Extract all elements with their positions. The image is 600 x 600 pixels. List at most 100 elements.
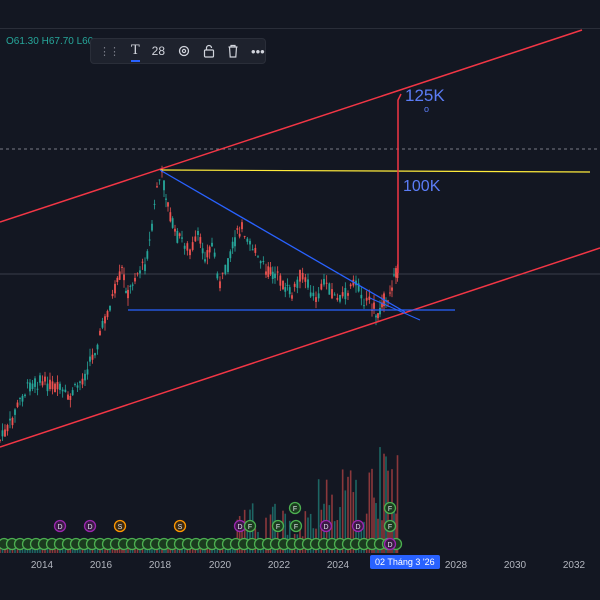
- volume-bar: [213, 548, 216, 553]
- candle-body: [211, 242, 213, 247]
- volume-bar: [284, 513, 287, 553]
- volume-bar: [54, 548, 56, 553]
- volume-bar: [59, 548, 61, 553]
- candle-body: [96, 344, 99, 350]
- candle-body: [304, 277, 307, 282]
- target-label-100k[interactable]: 100K: [403, 178, 441, 195]
- volume-bar: [229, 548, 232, 553]
- candle-body: [26, 382, 29, 384]
- candle-body: [206, 250, 209, 258]
- volume-bar: [158, 548, 161, 553]
- candle-body: [357, 283, 360, 292]
- candle-body: [59, 383, 61, 390]
- volume-bar: [144, 548, 146, 553]
- time-axis[interactable]: 2014 2016 2018 2020 2022 2024 2028 2030 …: [0, 553, 600, 600]
- lock-icon[interactable]: [203, 41, 215, 61]
- x-tick: 2022: [267, 560, 291, 571]
- candle-body: [116, 277, 119, 283]
- candle-body: [56, 382, 59, 390]
- candle-body: [123, 274, 125, 281]
- x-tick: 2030: [503, 560, 527, 571]
- candle-body: [174, 228, 176, 232]
- candle-body: [69, 395, 72, 401]
- high-value: H67.70: [41, 36, 74, 47]
- candle-body: [389, 292, 391, 294]
- candle-body: [391, 287, 393, 291]
- x-tick: 2016: [89, 560, 113, 571]
- candle-body: [189, 249, 191, 256]
- candle-body: [243, 235, 246, 237]
- svg-text:S: S: [178, 524, 183, 531]
- volume-bar: [199, 548, 202, 553]
- volume-bars: [0, 447, 399, 553]
- candle-body: [94, 353, 96, 356]
- event-marker: S: [173, 519, 187, 533]
- candle-body: [183, 245, 186, 249]
- event-marker: S: [113, 519, 127, 533]
- event-marker: F: [271, 519, 285, 533]
- volume-bar: [355, 479, 357, 553]
- volume-bar: [176, 547, 179, 553]
- volume-bar: [377, 518, 379, 553]
- candle-body: [129, 285, 132, 287]
- candle-body: [76, 385, 79, 388]
- drag-handle-icon[interactable]: ⋮⋮: [99, 45, 120, 58]
- candle-body: [315, 297, 317, 302]
- text-tool-button[interactable]: T: [131, 40, 140, 62]
- volume-bar: [363, 521, 365, 553]
- volume-bar: [39, 546, 41, 553]
- volume-bar: [396, 455, 399, 553]
- candle-body: [216, 273, 219, 279]
- more-options-icon[interactable]: •••: [251, 43, 265, 59]
- volume-bar: [304, 511, 307, 553]
- candle-body: [181, 237, 183, 239]
- volume-bar: [381, 520, 383, 553]
- event-marker: D: [351, 519, 365, 533]
- open-value: O61.30: [6, 36, 39, 47]
- candle-body: [325, 282, 328, 284]
- candle-body: [381, 302, 383, 308]
- trash-icon[interactable]: [227, 41, 239, 61]
- event-marker: F: [289, 519, 303, 533]
- event-markers: DDDDDDSSFFFFFFD: [0, 501, 403, 551]
- volume-bar: [56, 547, 59, 553]
- candle-body: [257, 256, 259, 258]
- candle-body: [286, 284, 289, 286]
- volume-bar: [395, 513, 397, 553]
- projection-line: [397, 93, 402, 273]
- candle-body: [6, 425, 9, 432]
- volume-bar: [243, 509, 246, 553]
- candle-body: [241, 222, 243, 230]
- event-marker: F: [383, 501, 397, 515]
- candle-body: [363, 305, 365, 307]
- candle-body: [262, 260, 265, 262]
- candle-body: [307, 279, 309, 288]
- candle-body: [163, 180, 165, 191]
- candle-body: [387, 300, 389, 302]
- volume-bar: [379, 447, 381, 553]
- candle-body: [296, 279, 299, 288]
- candle-body: [254, 247, 257, 253]
- candle-body: [246, 238, 249, 242]
- candle-body: [291, 295, 293, 299]
- volume-bar: [61, 547, 64, 553]
- settings-gear-icon[interactable]: [177, 41, 191, 61]
- candle-body: [368, 296, 371, 300]
- event-marker: D: [319, 519, 333, 533]
- candle-body: [265, 271, 267, 275]
- target-label-125k[interactable]: 125K: [405, 86, 445, 105]
- resistance-line: [159, 169, 591, 173]
- svg-text:F: F: [388, 506, 392, 513]
- triangle-upper-line: [159, 169, 406, 313]
- volume-bar: [125, 546, 127, 553]
- volume-bar: [320, 509, 323, 553]
- candle-body: [309, 292, 312, 297]
- volume-bar: [349, 470, 352, 553]
- candle-body: [14, 409, 16, 415]
- candle-body: [373, 302, 375, 309]
- volume-bar: [365, 513, 368, 553]
- font-size-selector[interactable]: 28: [151, 44, 166, 58]
- candle-body: [288, 287, 291, 295]
